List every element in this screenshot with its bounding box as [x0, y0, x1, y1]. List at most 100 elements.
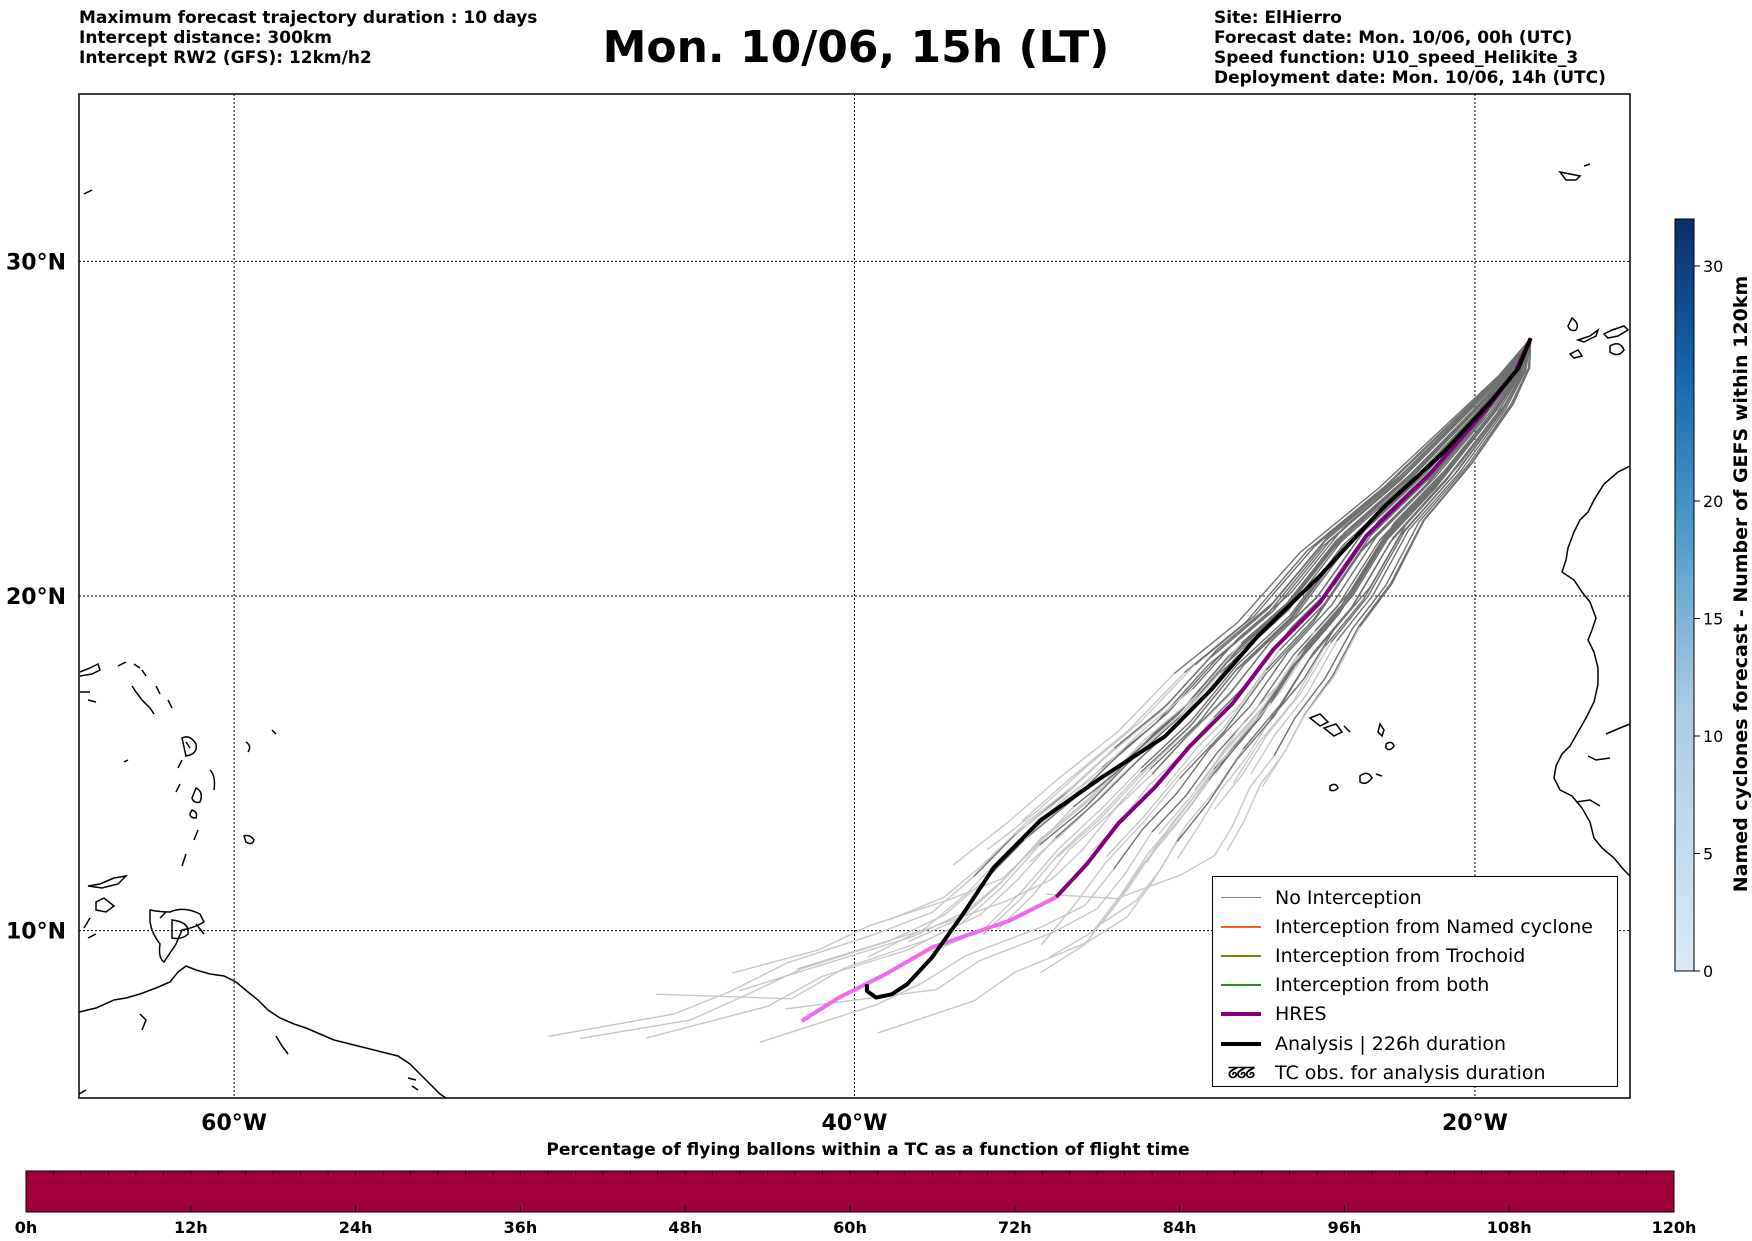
legend-label: Interception from Named cyclone	[1275, 915, 1593, 938]
legend-item: Interception from both	[1213, 971, 1617, 1000]
flight-time-colorbar-title: Percentage of flying ballons within a TC…	[546, 1140, 1190, 1160]
ensemble-track-far	[645, 844, 1041, 1039]
ensemble-track-far	[982, 771, 1142, 935]
forecast-date-text: Forecast date: Mon. 10/06, 00h (UTC)	[1214, 28, 1573, 48]
ensemble-track-near	[1192, 337, 1532, 690]
axis-labels: 30°N 20°N 10°N 60°W 40°W 20°W	[6, 250, 1508, 1136]
map-title: Mon. 10/06, 15h (LT)	[602, 22, 1110, 73]
cyclone-colorbar-title: Named cyclones forecast - Number of GEFS…	[1730, 275, 1752, 893]
legend-label: Interception from Trochoid	[1275, 944, 1526, 967]
legend-swatch	[1221, 984, 1261, 986]
lat-tick-label: 30°N	[6, 250, 66, 275]
ensemble-track-far	[997, 768, 1151, 931]
flight-time-tick-label: 12h	[173, 1218, 208, 1237]
ensemble-track-far	[1105, 669, 1267, 858]
deployment-date-text: Deployment date: Mon. 10/06, 14h (UTC)	[1214, 68, 1606, 88]
ensemble-track-near	[1054, 337, 1532, 839]
ensemble-track-near	[1336, 338, 1532, 642]
map-content	[79, 94, 1630, 1098]
ensemble-track-far	[1164, 649, 1281, 788]
legend-swatch	[1221, 955, 1261, 957]
legend-swatch	[1221, 1041, 1261, 1046]
ensemble-track-near	[1176, 338, 1532, 842]
legend-item: Interception from Trochoid	[1213, 941, 1617, 970]
legend-swatch	[1221, 896, 1261, 899]
analysis-track	[864, 337, 1533, 1000]
legend-item: No Interception	[1213, 883, 1617, 912]
legend-swatch	[1221, 1012, 1261, 1017]
ensemble-trajectories	[548, 337, 1532, 1043]
legend-item: Interception from Named cyclone	[1213, 912, 1617, 941]
cape-verde-islands	[1308, 713, 1330, 727]
legend-label: No Interception	[1275, 886, 1422, 909]
ensemble-track-near	[1270, 338, 1532, 704]
legend-item: HRES	[1213, 1000, 1617, 1029]
flight-time-tick-label: 84h	[1162, 1218, 1197, 1237]
ensemble-track-far	[1106, 642, 1242, 779]
ensemble-track-far	[785, 831, 1153, 1010]
main-tracks	[800, 337, 1533, 1023]
ensemble-track-near	[1240, 337, 1532, 644]
cyclone-colorbar-tick-label: 0	[1703, 962, 1713, 981]
ensemble-track-far	[887, 747, 1116, 921]
coastlines	[79, 163, 1630, 1098]
cyclone-colorbar-gradient	[1674, 218, 1695, 972]
ensemble-track-far	[732, 806, 1074, 974]
flight-time-tick-label: 120h	[1651, 1218, 1697, 1237]
ensemble-track-far	[1146, 702, 1272, 864]
ensemble-track-far	[952, 673, 1175, 866]
tc-symbol-icon: ᘔᘔᘔ	[1227, 1063, 1255, 1082]
flight-time-colorbar-ticks	[25, 1171, 1675, 1212]
ensemble-track-far	[656, 837, 1056, 1000]
ensemble-track-near	[1173, 337, 1532, 675]
run-info-left: Maximum forecast trajectory duration : 1…	[79, 8, 537, 68]
legend-item: Analysis | 226h duration	[1213, 1029, 1617, 1058]
ensemble-track-far	[548, 876, 974, 1037]
hres-track	[1054, 337, 1533, 899]
legend-item: ᘔᘔᘔ TC obs. for analysis duration	[1213, 1058, 1617, 1087]
map-frame	[78, 93, 1631, 1099]
cyclone-colorbar-tick-label: 10	[1703, 727, 1723, 746]
ensemble-track-near	[1114, 337, 1532, 749]
ensemble-track-far	[1261, 626, 1361, 788]
legend-label: HRES	[1275, 1003, 1327, 1026]
ensemble-track-far	[1046, 755, 1275, 900]
ensemble-track-near	[1101, 337, 1532, 768]
cyclone-colorbar-tick-label: 15	[1703, 610, 1723, 629]
max-duration-text: Maximum forecast trajectory duration : 1…	[79, 8, 538, 28]
ensemble-track-far	[1039, 779, 1209, 974]
flight-time-tick-label: 0h	[14, 1218, 38, 1237]
cyclone-colorbar-tick-label: 20	[1703, 492, 1723, 511]
intercept-rw2-text: Intercept RW2 (GFS): 12km/h2	[79, 48, 372, 68]
legend-label: TC obs. for analysis duration	[1275, 1061, 1546, 1084]
legend-swatch: ᘔᘔᘔ	[1221, 1064, 1261, 1082]
africa-coastline	[1553, 465, 1630, 877]
flight-time-colorbar	[25, 1170, 1675, 1213]
ensemble-track-near	[1359, 338, 1532, 628]
cyclone-colorbar-ticks: 0 5 10 15 20 30	[1694, 257, 1723, 981]
canary-islands	[1567, 316, 1579, 332]
hres-track-late	[800, 895, 1057, 1023]
ensemble-track-far	[877, 841, 1178, 1034]
flight-time-tick-label: 108h	[1486, 1218, 1532, 1237]
trinidad	[171, 919, 189, 940]
site-text: Site: ElHierro	[1214, 8, 1342, 28]
flight-time-tick-label: 60h	[833, 1218, 867, 1237]
lon-tick-label: 60°W	[201, 1111, 267, 1136]
ensemble-track-far	[1250, 640, 1338, 775]
ensemble-track-far	[759, 868, 1115, 1043]
ensemble-track-far	[1021, 672, 1185, 822]
ensemble-track-near	[1194, 337, 1532, 666]
run-info-right: Site: ElHierro Forecast date: Mon. 10/06…	[1214, 8, 1606, 88]
ensemble-track-near	[1112, 338, 1532, 870]
ensemble-track-far	[1040, 778, 1181, 946]
legend-swatch	[1221, 926, 1261, 928]
flight-time-tick-label: 48h	[668, 1218, 703, 1237]
madeira-islands	[1558, 170, 1582, 181]
ensemble-track-near	[1330, 338, 1532, 643]
lon-tick-label: 40°W	[822, 1111, 888, 1136]
cyclone-colorbar-tick-label: 30	[1703, 257, 1723, 276]
africa-coast-detail	[1605, 723, 1630, 735]
lesser-antilles	[185, 741, 191, 749]
